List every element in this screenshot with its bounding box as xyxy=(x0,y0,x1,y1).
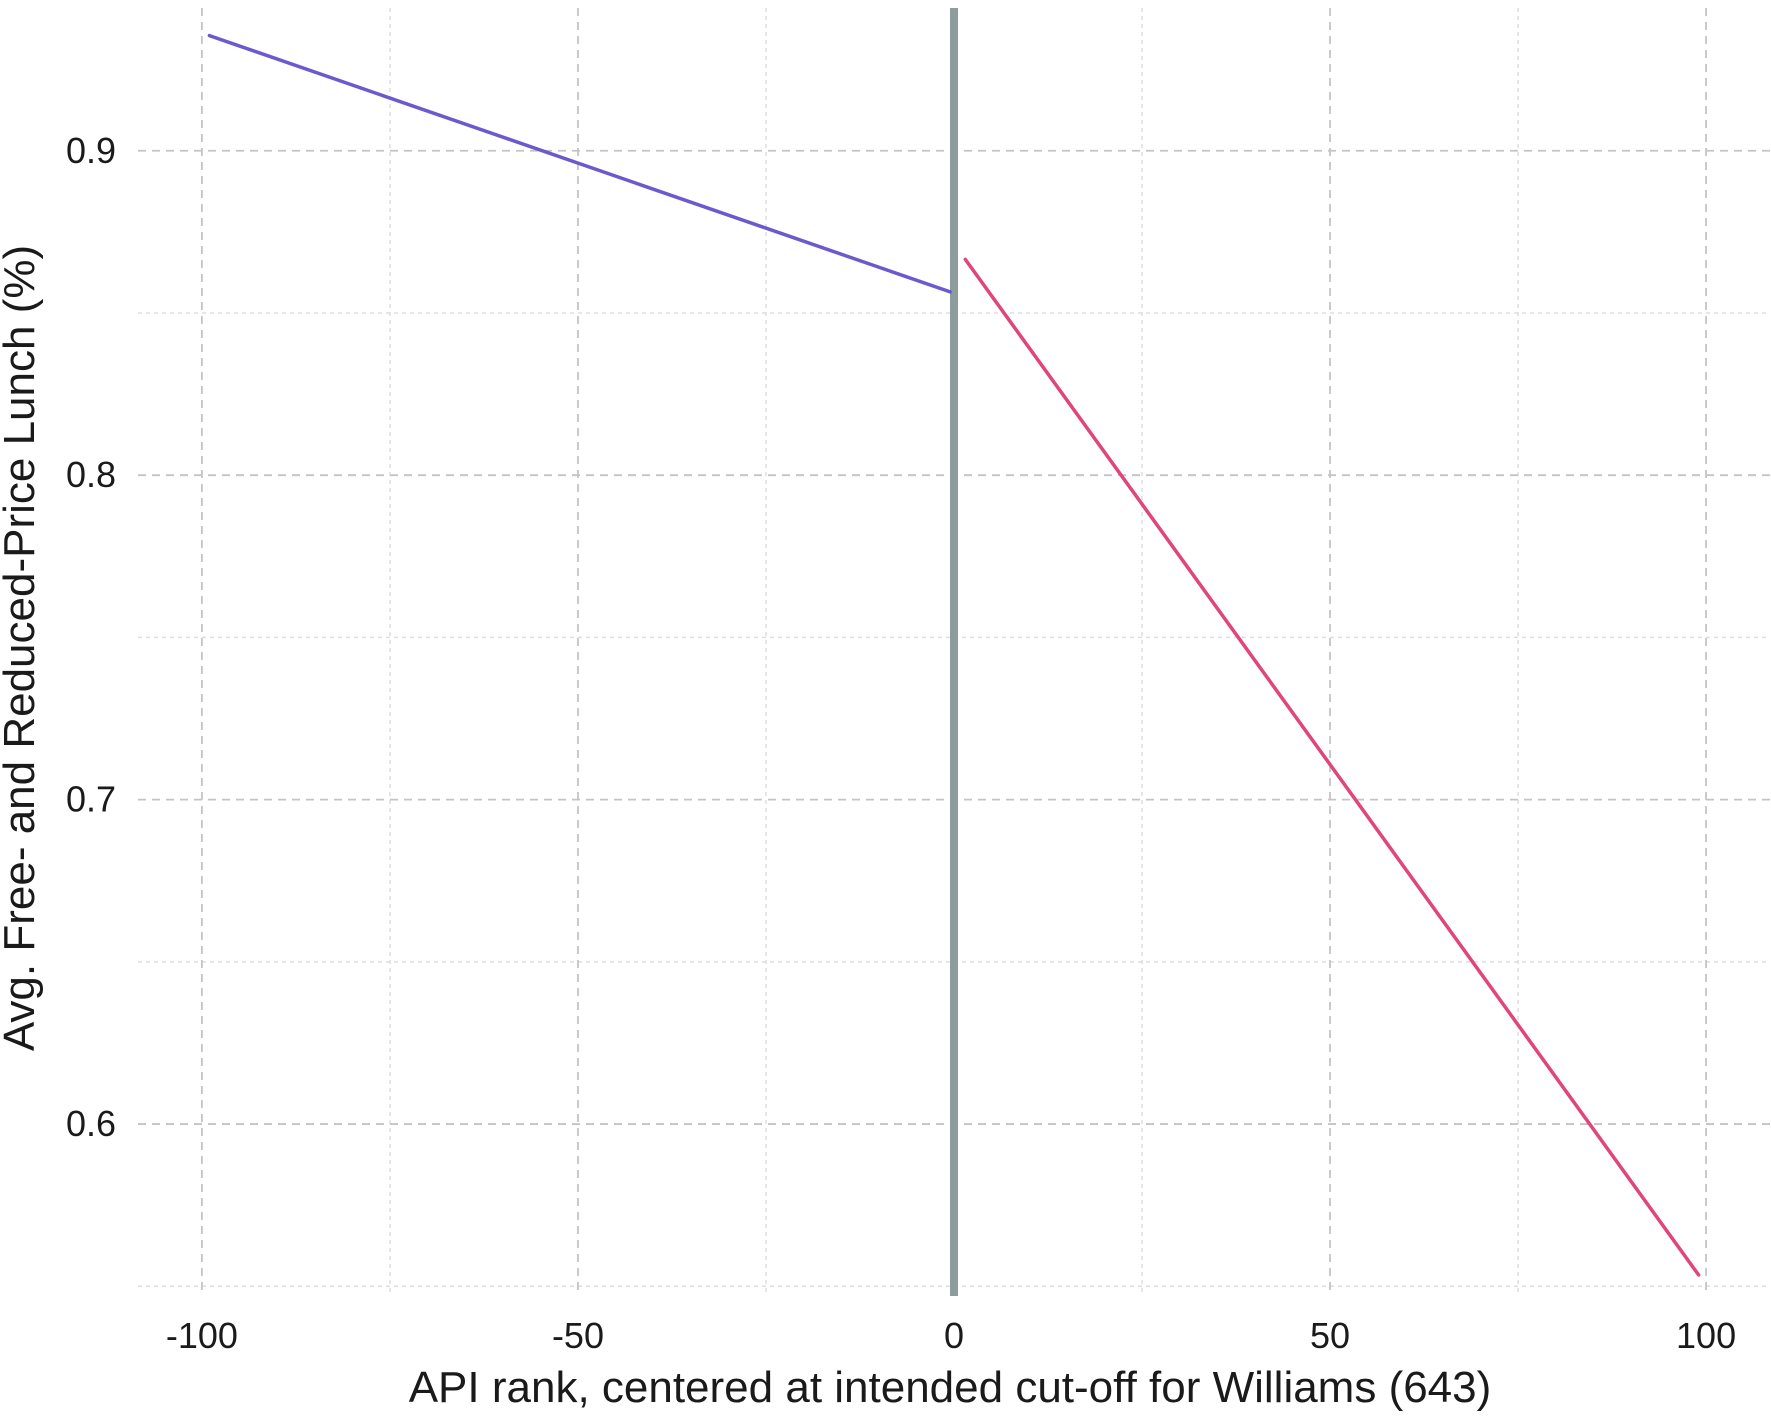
series-group xyxy=(207,33,1701,1277)
y-tick-label: 0.6 xyxy=(66,1103,116,1144)
x-tick-label: 100 xyxy=(1676,1315,1736,1356)
series-line-below-cutoff xyxy=(207,33,952,294)
series-line-above-cutoff xyxy=(963,257,1701,1277)
y-axis-ticks: 0.6 0.7 0.8 0.9 xyxy=(66,130,116,1144)
x-axis-ticks: -100 -50 0 50 100 xyxy=(166,1315,1736,1356)
x-tick-label: -100 xyxy=(166,1315,238,1356)
x-tick-label: 0 xyxy=(944,1315,964,1356)
x-tick-label: 50 xyxy=(1310,1315,1350,1356)
y-axis-title: Avg. Free- and Reduced-Price Lunch (%) xyxy=(0,245,44,1051)
y-tick-label: 0.8 xyxy=(66,454,116,495)
y-tick-label: 0.7 xyxy=(66,779,116,820)
x-axis-title: API rank, centered at intended cut-off f… xyxy=(409,1363,1492,1412)
x-tick-label: -50 xyxy=(552,1315,604,1356)
y-tick-label: 0.9 xyxy=(66,130,116,171)
